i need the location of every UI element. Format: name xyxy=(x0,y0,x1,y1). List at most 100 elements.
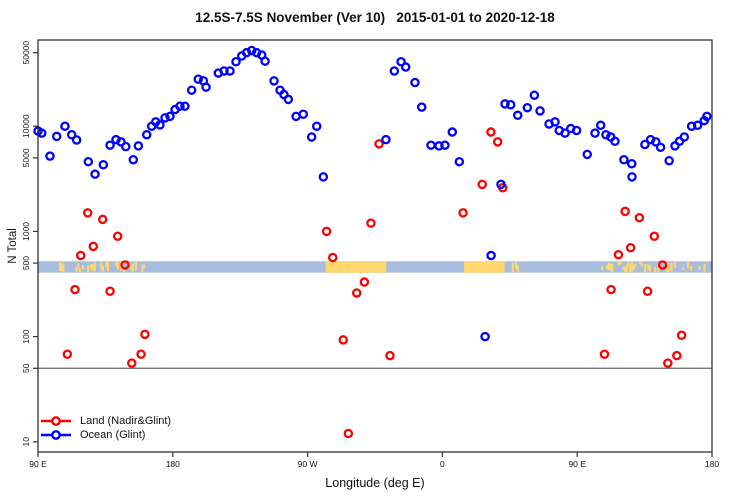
land-series-marker-icon xyxy=(41,416,71,426)
data-point-ocean xyxy=(389,66,400,76)
data-point-land xyxy=(88,241,99,252)
data-point-ocean xyxy=(318,172,329,182)
y-tick-label: 10 xyxy=(21,437,31,447)
data-point-land xyxy=(649,231,660,241)
data-point-ocean xyxy=(640,139,650,150)
map-band-land-speckle xyxy=(515,261,518,269)
x-tick-label: 0 xyxy=(440,459,445,469)
map-band-land-speckle xyxy=(62,264,65,272)
ocean-legend-circle xyxy=(51,430,61,440)
map-band-land-speckle xyxy=(624,266,627,273)
data-point-ocean xyxy=(535,106,545,116)
data-point-ocean xyxy=(141,129,152,140)
data-point-land xyxy=(477,179,487,190)
data-point-ocean xyxy=(45,151,55,161)
data-point-land xyxy=(62,349,73,359)
y-tick-label: 1000 xyxy=(21,222,31,241)
map-band-land-speckle xyxy=(58,262,62,271)
data-point-ocean xyxy=(66,129,77,140)
data-point-ocean xyxy=(440,140,450,150)
map-band-land-speckle xyxy=(698,265,701,270)
data-point-ocean xyxy=(651,137,661,147)
map-band-land-speckle xyxy=(673,262,677,268)
data-point-ocean xyxy=(283,94,294,105)
map-band-land-speckle xyxy=(601,266,604,271)
map-band-land-speckle xyxy=(648,264,652,272)
map-band-land-speckle xyxy=(90,263,93,270)
map-band-land-speckle xyxy=(100,262,103,270)
map-band-land-speckle xyxy=(131,263,134,272)
data-point-land xyxy=(328,252,338,263)
data-point-land xyxy=(97,214,108,225)
data-point-ocean xyxy=(595,120,606,131)
data-point-ocean xyxy=(550,117,560,127)
data-point-land xyxy=(634,212,645,223)
legend-label-ocean: Ocean (Glint) xyxy=(80,429,146,441)
map-band-land-speckle xyxy=(101,266,105,272)
y-tick-label: 5000 xyxy=(21,148,31,167)
map-band-land-speckle xyxy=(142,264,146,269)
data-point-land xyxy=(127,358,137,368)
map-band-land-patch xyxy=(464,261,505,273)
map-band-land-speckle xyxy=(75,266,78,272)
map-band-land-speckle xyxy=(630,262,634,272)
data-point-ocean xyxy=(522,102,533,113)
data-point-ocean xyxy=(655,142,666,153)
map-band-land-speckle xyxy=(657,263,660,272)
map-band-land-speckle xyxy=(609,263,612,271)
data-point-land xyxy=(343,428,354,439)
map-band-land-speckle xyxy=(665,267,668,272)
data-point-land xyxy=(606,284,616,295)
data-point-land xyxy=(82,208,93,218)
map-band-land-speckle xyxy=(690,266,693,271)
data-point-ocean xyxy=(269,76,279,86)
legend: Land (Nadir&Glint) Ocean (Glint) xyxy=(39,414,171,442)
x-tick-label: 180 xyxy=(166,459,180,469)
map-band-land-speckle xyxy=(644,264,647,273)
x-tick-label: 90 E xyxy=(568,459,586,469)
data-point-ocean xyxy=(664,155,674,166)
data-point-land xyxy=(140,329,150,340)
data-point-land xyxy=(351,288,362,298)
map-band-land-speckle xyxy=(129,265,133,270)
data-point-land xyxy=(75,250,86,261)
data-point-ocean xyxy=(626,158,637,169)
data-point-ocean xyxy=(396,57,406,67)
data-point-ocean xyxy=(311,121,322,131)
map-band-land-speckle xyxy=(106,261,109,272)
data-point-ocean xyxy=(175,101,185,111)
data-point-land xyxy=(112,231,123,241)
map-band-land-speckle xyxy=(93,262,96,272)
map-band-land-speckle xyxy=(647,264,650,270)
y-tick-label: 10000 xyxy=(21,114,31,138)
y-tick-label: 500 xyxy=(21,256,31,270)
map-band-land-speckle xyxy=(632,265,635,270)
legend-label-land: Land (Nadir&Glint) xyxy=(80,415,172,427)
map-band-land-speckle xyxy=(86,265,90,273)
map-band-land-speckle xyxy=(607,262,610,270)
data-point-ocean xyxy=(83,156,94,167)
map-band-land-speckle xyxy=(619,261,622,265)
y-tick-label: 50 xyxy=(21,363,31,373)
x-tick-label: 180 xyxy=(705,459,719,469)
data-point-ocean xyxy=(496,179,506,190)
data-point-ocean xyxy=(571,125,582,136)
data-point-land xyxy=(599,349,610,359)
data-point-ocean xyxy=(71,135,82,145)
data-point-ocean xyxy=(51,131,62,142)
data-point-ocean xyxy=(590,128,600,138)
x-tick-label: 90 W xyxy=(298,459,318,469)
data-point-land xyxy=(620,206,630,217)
data-point-ocean xyxy=(116,137,126,147)
map-band-land-speckle xyxy=(77,263,80,268)
data-point-ocean xyxy=(679,132,690,142)
map-band-land-speckle xyxy=(116,262,119,270)
data-point-ocean xyxy=(160,113,170,123)
map-band-land-speckle xyxy=(78,267,81,273)
data-point-land xyxy=(486,127,496,137)
data-point-ocean xyxy=(410,77,420,88)
data-point-ocean xyxy=(201,82,211,92)
data-point-ocean xyxy=(225,66,235,76)
map-band-land-speckle xyxy=(625,264,629,272)
